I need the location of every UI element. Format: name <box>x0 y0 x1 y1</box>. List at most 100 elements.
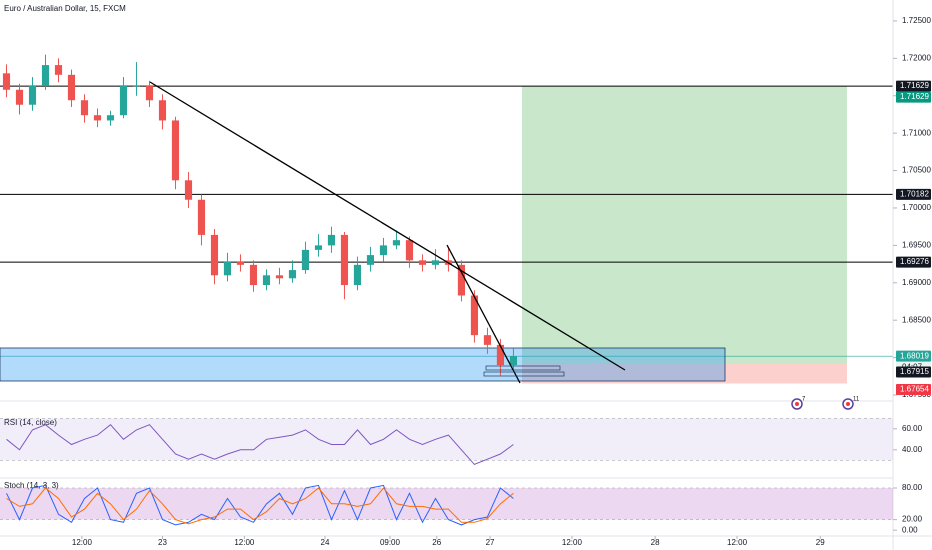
candle-body <box>275 275 284 279</box>
stoch-y-tick-label: 80.00 <box>902 483 923 492</box>
candle-body <box>132 85 141 87</box>
level-label-bg <box>896 188 931 200</box>
candle-body <box>184 180 193 200</box>
stop-loss-zone <box>522 363 847 384</box>
trend-line <box>446 244 521 384</box>
candle-body <box>197 199 206 235</box>
event-dot <box>795 402 799 406</box>
rsi-title: RSI (14, close) <box>4 418 57 427</box>
candle-body <box>366 255 375 265</box>
candle-body <box>262 275 271 286</box>
candle-body <box>15 89 24 105</box>
y-tick-label: 1.70500 <box>902 166 931 175</box>
x-tick-label: 09:00 <box>380 538 401 547</box>
price-pane <box>2 54 518 376</box>
candle-body <box>158 100 167 121</box>
candle-body <box>2 73 11 90</box>
candle-body <box>41 65 50 86</box>
candle-body <box>171 120 180 181</box>
candle-body <box>54 65 63 75</box>
stop-label-bg <box>896 383 931 395</box>
x-tick-label: 29 <box>816 538 825 547</box>
small-box <box>483 371 565 377</box>
candle-body <box>93 115 102 121</box>
level-label-bg <box>896 256 931 268</box>
candle-body <box>353 264 362 286</box>
candle-body <box>236 261 245 265</box>
candle-body <box>496 344 505 366</box>
trend-line <box>149 81 626 371</box>
rsi-y-tick-label: 40.00 <box>902 445 923 454</box>
y-tick-label: 1.68500 <box>902 315 931 324</box>
x-tick-label: 27 <box>486 538 495 547</box>
event-count: 7 <box>802 397 806 403</box>
demand-zone <box>0 347 726 382</box>
candle-body <box>314 245 323 250</box>
x-tick-label: 24 <box>321 538 330 547</box>
y-tick-label: 1.70000 <box>902 203 931 212</box>
candle-body <box>145 85 154 101</box>
candle-body <box>509 356 518 366</box>
x-tick-label: 12:00 <box>562 538 583 547</box>
y-tick-label: 1.72000 <box>902 53 931 62</box>
stoch-line <box>6 487 514 525</box>
candle-body <box>392 240 401 246</box>
candle-body <box>457 264 466 296</box>
y-tick-label: 1.71000 <box>902 128 931 137</box>
entry-label-bg <box>896 366 931 378</box>
candle-body <box>106 115 115 121</box>
candle-body <box>483 335 492 345</box>
candle-body <box>223 261 232 276</box>
small-box <box>485 365 561 371</box>
candle-body <box>67 74 76 101</box>
target-label: 1.71629 <box>900 92 929 101</box>
entry-label: 1.67915 <box>900 367 929 376</box>
candle-body <box>327 234 336 246</box>
stoch-y-tick-label: 20.00 <box>902 515 923 524</box>
candle-body <box>418 260 427 265</box>
stoch-band <box>0 488 893 520</box>
candle-body <box>288 270 297 279</box>
x-tick-label: 23 <box>158 538 167 547</box>
y-tick-label: 1.69000 <box>902 278 931 287</box>
event-dot <box>846 402 850 406</box>
stoch-y-tick-label: 0.00 <box>902 525 918 534</box>
level-label: 1.71629 <box>900 81 929 90</box>
candle-body <box>379 245 388 256</box>
candle-body <box>119 85 128 116</box>
rsi-band <box>0 418 893 461</box>
stoch-line <box>6 484 514 526</box>
x-tick-label: 26 <box>432 538 441 547</box>
y-tick-label: 1.72500 <box>902 16 931 25</box>
candle-body <box>470 295 479 336</box>
candle-body <box>301 249 310 271</box>
stop-label: 1.67654 <box>900 385 929 394</box>
event-count: 11 <box>853 397 860 403</box>
level-label: 1.69276 <box>900 257 929 266</box>
x-tick-label: 12:00 <box>72 538 93 547</box>
x-tick-label: 12:00 <box>234 538 255 547</box>
candle-body <box>249 264 258 286</box>
x-tick-label: 28 <box>651 538 660 547</box>
last-price-label-bg <box>896 350 931 362</box>
target-label-bg <box>896 91 931 103</box>
rsi-y-tick-label: 60.00 <box>902 424 923 433</box>
candle-body <box>405 240 414 261</box>
candle-body <box>210 234 219 276</box>
take-profit-zone <box>522 86 847 364</box>
y-tick-label: 1.69500 <box>902 240 931 249</box>
candle-body <box>80 100 89 116</box>
candle-body <box>340 234 349 286</box>
candle-body <box>431 260 440 265</box>
stoch-title: Stoch (14, 3, 3) <box>4 481 59 490</box>
candle-body <box>28 85 37 105</box>
level-label-bg <box>896 80 931 92</box>
rsi-line <box>6 424 514 465</box>
last-price-label: 1.68019 <box>900 351 929 360</box>
drawings-back <box>0 85 893 384</box>
chart-title: Euro / Australian Dollar, 15, FXCM <box>4 4 126 13</box>
level-label: 1.70182 <box>900 189 929 198</box>
x-tick-label: 12:00 <box>727 538 748 547</box>
